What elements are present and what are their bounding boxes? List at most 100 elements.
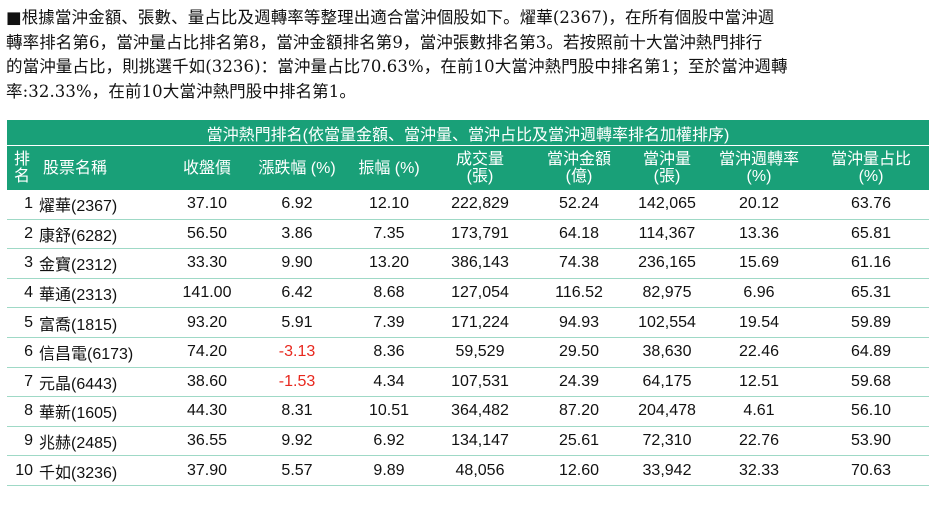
change-cell: 6.92	[247, 190, 347, 220]
volume-cell: 59,529	[431, 337, 529, 368]
table-row: 2 康舒(6282) 56.50 3.86 7.35 173,791 64.18 114,36…	[7, 219, 930, 250]
table-row: 5 富喬(1815) 93.20 5.91 7.39 171,224 94.93 102,55…	[7, 307, 930, 338]
table-row: 7 元晶(6443) 38.60 -1.53 4.34 107,531 24.39 64,17…	[7, 367, 930, 398]
close-cell: 33.30	[167, 248, 247, 279]
header-close: 收盤價	[167, 145, 247, 190]
rank-cell: 5	[7, 307, 37, 338]
daytrade-amount-cell: 24.39	[529, 367, 629, 398]
table-body: 1 燿華(2367) 37.10 6.92 12.10 222,829 52.24 142,0…	[7, 190, 930, 486]
close-cell: 74.20	[167, 337, 247, 368]
volume-cell: 222,829	[431, 190, 529, 220]
turnover-cell: 13.36	[705, 219, 813, 250]
stock-name-cell: 華新(1605)	[37, 396, 167, 427]
amplitude-cell: 9.89	[347, 455, 431, 486]
rank-cell: 9	[7, 426, 37, 457]
turnover-cell: 32.33	[705, 455, 813, 486]
rank-cell: 3	[7, 248, 37, 279]
volume-cell: 171,224	[431, 307, 529, 338]
intro-line: 的當沖量占比，則挑選千如(3236)：當沖量占比70.63%，在前10大當沖熱門…	[6, 57, 788, 77]
daytrade-qty-cell: 236,165	[629, 248, 705, 279]
close-cell: 37.10	[167, 190, 247, 220]
change-cell: 5.91	[247, 307, 347, 338]
ratio-cell: 70.63	[813, 455, 930, 486]
close-cell: 44.30	[167, 396, 247, 427]
rank-cell: 8	[7, 396, 37, 427]
rank-cell: 1	[7, 190, 37, 220]
table-row: 10 千如(3236) 37.90 5.57 9.89 48,056 12.60 33,942…	[7, 455, 930, 486]
daytrade-qty-cell: 38,630	[629, 337, 705, 368]
ratio-cell: 53.90	[813, 426, 930, 457]
daytrade-amount-cell: 74.38	[529, 248, 629, 279]
rank-cell: 6	[7, 337, 37, 368]
intro-line: ■根據當沖金額、張數、量占比及週轉率等整理出適合當沖個股如下。燿華(2367)，…	[6, 8, 775, 27]
amplitude-cell: 8.68	[347, 278, 431, 309]
volume-cell: 386,143	[431, 248, 529, 279]
daytrade-amount-cell: 87.20	[529, 396, 629, 427]
stock-name-cell: 元晶(6443)	[37, 367, 167, 398]
amplitude-cell: 7.35	[347, 219, 431, 250]
stock-name-cell: 兆赫(2485)	[37, 426, 167, 457]
amplitude-cell: 8.36	[347, 337, 431, 368]
rank-cell: 7	[7, 367, 37, 398]
stock-name-cell: 燿華(2367)	[37, 190, 167, 220]
turnover-cell: 12.51	[705, 367, 813, 398]
ratio-cell: 63.76	[813, 190, 930, 220]
daytrade-qty-cell: 102,554	[629, 307, 705, 338]
change-cell: 9.90	[247, 248, 347, 279]
daytrade-amount-cell: 52.24	[529, 190, 629, 220]
ratio-cell: 65.31	[813, 278, 930, 309]
header-rank: 排名	[7, 145, 37, 190]
daytrade-amount-cell: 64.18	[529, 219, 629, 250]
turnover-cell: 15.69	[705, 248, 813, 279]
table-row: 3 金寶(2312) 33.30 9.90 13.20 386,143 74.38 236,1…	[7, 248, 930, 279]
change-cell: -1.53	[247, 367, 347, 398]
daytrade-amount-cell: 12.60	[529, 455, 629, 486]
rank-cell: 10	[7, 455, 37, 486]
amplitude-cell: 12.10	[347, 190, 431, 220]
ratio-cell: 59.89	[813, 307, 930, 338]
daytrade-qty-cell: 72,310	[629, 426, 705, 457]
turnover-cell: 22.76	[705, 426, 813, 457]
close-cell: 36.55	[167, 426, 247, 457]
volume-cell: 173,791	[431, 219, 529, 250]
amplitude-cell: 10.51	[347, 396, 431, 427]
volume-cell: 127,054	[431, 278, 529, 309]
intro-paragraph: ■根據當沖金額、張數、量占比及週轉率等整理出適合當沖個股如下。燿華(2367)，…	[6, 6, 932, 104]
header-daytrade-qty: 當沖量 (張)	[629, 145, 705, 190]
close-cell: 93.20	[167, 307, 247, 338]
volume-cell: 107,531	[431, 367, 529, 398]
turnover-cell: 19.54	[705, 307, 813, 338]
daytrade-ranking-table: 當沖熱門排名(依當量金額、當沖量、當沖占比及當沖週轉率排名加權排序) 排名 股票…	[7, 120, 930, 486]
header-daytrade-amount: 當沖金額 (億)	[529, 145, 629, 190]
change-cell: 5.57	[247, 455, 347, 486]
turnover-cell: 22.46	[705, 337, 813, 368]
turnover-cell: 20.12	[705, 190, 813, 220]
ratio-cell: 59.68	[813, 367, 930, 398]
table-row: 9 兆赫(2485) 36.55 9.92 6.92 134,147 25.61 72,310…	[7, 426, 930, 457]
table-row: 4 華通(2313) 141.00 6.42 8.68 127,054 116.52 82,9…	[7, 278, 930, 309]
table-row: 1 燿華(2367) 37.10 6.92 12.10 222,829 52.24 142,0…	[7, 190, 930, 220]
stock-name-cell: 華通(2313)	[37, 278, 167, 309]
volume-cell: 364,482	[431, 396, 529, 427]
daytrade-amount-cell: 29.50	[529, 337, 629, 368]
ratio-cell: 64.89	[813, 337, 930, 368]
close-cell: 37.90	[167, 455, 247, 486]
amplitude-cell: 13.20	[347, 248, 431, 279]
header-ratio: 當沖量占比 (%)	[813, 145, 930, 190]
daytrade-amount-cell: 94.93	[529, 307, 629, 338]
change-cell: 8.31	[247, 396, 347, 427]
intro-line: 轉率排名第6，當沖量占比排名第8，當沖金額排名第9，當沖張數排名第3。若按照前十…	[6, 32, 763, 52]
daytrade-qty-cell: 114,367	[629, 219, 705, 250]
change-cell: 9.92	[247, 426, 347, 457]
ratio-cell: 56.10	[813, 396, 930, 427]
change-cell: 3.86	[247, 219, 347, 250]
volume-cell: 134,147	[431, 426, 529, 457]
table-row: 8 華新(1605) 44.30 8.31 10.51 364,482 87.20 204,4…	[7, 396, 930, 427]
close-cell: 56.50	[167, 219, 247, 250]
change-cell: -3.13	[247, 337, 347, 368]
header-stock-name: 股票名稱	[37, 145, 167, 190]
amplitude-cell: 4.34	[347, 367, 431, 398]
turnover-cell: 6.96	[705, 278, 813, 309]
daytrade-amount-cell: 116.52	[529, 278, 629, 309]
intro-line: 率:32.33%，在前10大當沖熱門股中排名第1。	[6, 81, 356, 101]
